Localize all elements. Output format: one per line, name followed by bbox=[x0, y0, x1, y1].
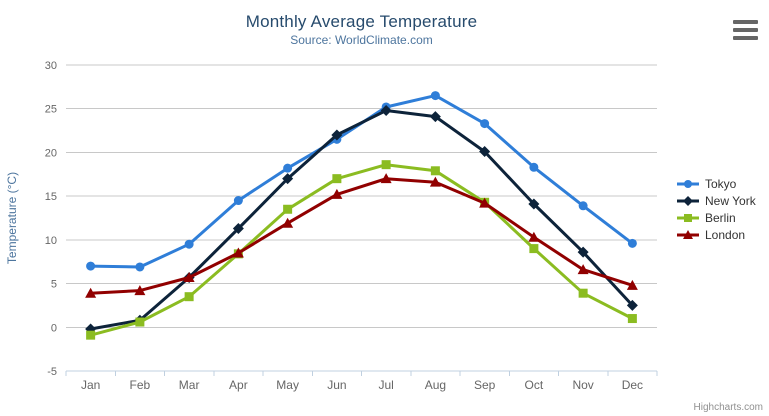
legend-label: New York bbox=[705, 193, 756, 208]
data-point-marker bbox=[577, 264, 589, 275]
data-point-marker bbox=[184, 292, 194, 302]
data-point-marker bbox=[684, 213, 692, 222]
x-axis-tick-label: Apr bbox=[229, 378, 248, 392]
data-point-marker bbox=[184, 239, 194, 249]
data-point-marker bbox=[135, 262, 145, 272]
data-point-marker bbox=[380, 173, 392, 184]
series-new-york bbox=[85, 104, 638, 335]
x-axis-tick-label: Sep bbox=[474, 378, 496, 392]
legend-marker-diamond-icon bbox=[677, 195, 699, 206]
x-axis-tick-label: May bbox=[276, 378, 299, 392]
data-point-marker bbox=[381, 160, 391, 170]
legend: Tokyo New York Berlin London bbox=[676, 175, 756, 243]
data-point-marker bbox=[683, 195, 693, 206]
legend-label: Berlin bbox=[705, 210, 736, 225]
legend-item-berlin[interactable]: Berlin bbox=[676, 209, 756, 226]
data-point-marker bbox=[380, 104, 392, 116]
data-point-marker bbox=[529, 244, 539, 254]
data-point-marker bbox=[283, 163, 293, 173]
x-axis-tick-label: Jan bbox=[81, 378, 100, 392]
legend-item-tokyo[interactable]: Tokyo bbox=[676, 175, 756, 192]
data-point-marker bbox=[134, 285, 146, 296]
data-point-marker bbox=[86, 330, 96, 340]
data-point-marker bbox=[627, 314, 637, 324]
hamburger-menu-icon bbox=[733, 28, 758, 32]
data-point-marker bbox=[528, 231, 540, 242]
legend-item-new-york[interactable]: New York bbox=[676, 192, 756, 209]
data-point-marker bbox=[683, 229, 693, 239]
x-axis-tick-label: Oct bbox=[525, 378, 544, 392]
data-point-marker bbox=[282, 217, 294, 228]
legend-marker-triangle-icon bbox=[677, 229, 699, 239]
data-point-marker bbox=[626, 299, 638, 311]
y-axis-title: Temperature (°C) bbox=[5, 172, 19, 264]
data-point-marker bbox=[232, 247, 244, 258]
hamburger-menu-icon bbox=[733, 36, 758, 40]
data-point-marker bbox=[578, 201, 588, 211]
hamburger-menu-icon bbox=[733, 20, 758, 24]
x-axis-tick-label: Feb bbox=[130, 378, 151, 392]
data-point-marker bbox=[480, 119, 490, 129]
y-axis-tick-label: 10 bbox=[45, 235, 57, 247]
data-point-marker bbox=[135, 317, 145, 327]
data-point-marker bbox=[479, 197, 491, 208]
data-point-marker bbox=[529, 162, 539, 172]
x-axis-tick-label: Dec bbox=[622, 378, 643, 392]
data-point-marker bbox=[86, 261, 96, 271]
data-point-marker bbox=[528, 198, 540, 210]
series-tokyo bbox=[86, 91, 637, 272]
data-point-marker bbox=[282, 173, 294, 185]
legend-label: London bbox=[705, 227, 746, 242]
data-point-marker bbox=[332, 174, 342, 184]
series-line-berlin bbox=[89, 163, 634, 337]
series-line-london bbox=[89, 177, 634, 295]
x-axis-tick-label: Nov bbox=[572, 378, 593, 392]
export-menu-button[interactable] bbox=[733, 20, 758, 40]
credits-link[interactable]: Highcharts.com bbox=[693, 402, 763, 413]
data-point-marker bbox=[627, 238, 637, 248]
x-axis-tick-label: Aug bbox=[425, 378, 446, 392]
data-point-marker bbox=[626, 279, 638, 290]
x-axis-tick-label: Jul bbox=[378, 378, 393, 392]
data-point-marker bbox=[577, 246, 589, 258]
x-axis-tick-label: Jun bbox=[327, 378, 346, 392]
chart-title: Monthly Average Temperature bbox=[245, 12, 478, 31]
data-point-marker bbox=[331, 188, 343, 199]
y-axis-tick-label: 15 bbox=[45, 191, 57, 203]
data-point-marker bbox=[578, 288, 588, 298]
data-point-marker bbox=[684, 179, 692, 188]
data-point-marker bbox=[233, 196, 243, 206]
data-point-marker bbox=[331, 129, 343, 141]
y-axis-tick-label: 25 bbox=[45, 104, 57, 116]
legend-marker-square-icon bbox=[677, 213, 699, 222]
data-point-marker bbox=[479, 146, 491, 158]
data-point-marker bbox=[183, 271, 195, 282]
series-line-new-york bbox=[89, 109, 634, 331]
data-point-marker bbox=[430, 91, 440, 101]
legend-item-london[interactable]: London bbox=[676, 226, 756, 243]
data-point-marker bbox=[232, 222, 244, 234]
data-point-marker bbox=[85, 287, 97, 298]
data-point-marker bbox=[283, 204, 293, 214]
y-axis-tick-label: 20 bbox=[45, 147, 57, 159]
y-axis-tick-label: 30 bbox=[45, 60, 57, 72]
series-london bbox=[85, 173, 638, 298]
y-axis-tick-label: 5 bbox=[51, 279, 57, 291]
y-axis-tick-label: -5 bbox=[47, 366, 57, 378]
data-point-marker bbox=[429, 176, 441, 187]
chart-subtitle: Source: WorldClimate.com bbox=[290, 33, 433, 47]
x-axis-tick-label: Mar bbox=[179, 378, 200, 392]
legend-marker-circle-icon bbox=[677, 179, 699, 188]
data-point-marker bbox=[430, 166, 440, 176]
legend-label: Tokyo bbox=[705, 176, 737, 191]
y-axis-tick-label: 0 bbox=[51, 322, 57, 334]
data-point-marker bbox=[429, 111, 441, 123]
